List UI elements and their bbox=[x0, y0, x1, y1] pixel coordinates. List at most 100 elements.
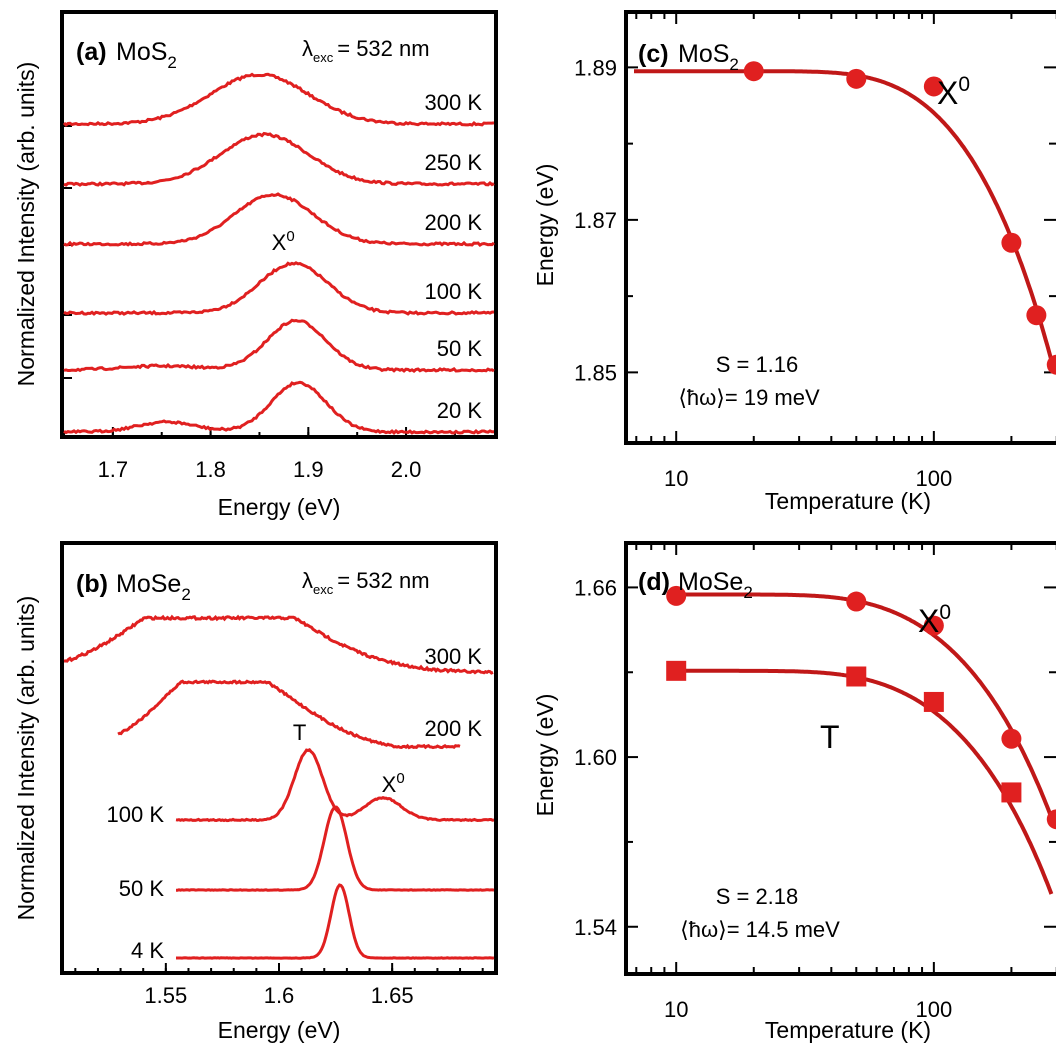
spectrum-100k bbox=[175, 747, 495, 823]
panel-a: 300 K 250 K 200 K 100 K 50 K 20 K (a) MoS2 λe… bbox=[13, 10, 498, 520]
panel-a-excitation: λexc = 532 nm bbox=[302, 36, 430, 65]
panel-a-frame bbox=[60, 10, 498, 439]
panel-c-series-label: X0 bbox=[937, 73, 970, 111]
temperature-label: 20 K bbox=[437, 398, 483, 423]
data-point-x bbox=[846, 68, 867, 89]
panel-d-frame bbox=[624, 541, 1056, 976]
temperature-label: 100 K bbox=[107, 802, 165, 827]
panel-c-ticks bbox=[626, 12, 1056, 443]
data-point-t bbox=[923, 691, 944, 712]
y-tick-label: 1.85 bbox=[574, 360, 617, 385]
panel-d-ticks bbox=[626, 543, 1056, 974]
temperature-label: 50 K bbox=[437, 336, 483, 361]
panel-a-label: (a) bbox=[76, 38, 107, 66]
panel-d-label: (d) bbox=[638, 568, 670, 596]
x-tick-label: 1.6 bbox=[264, 983, 295, 1008]
y-tick-label: 1.54 bbox=[574, 915, 617, 940]
data-point-x bbox=[846, 591, 867, 612]
panel-c-label: (c) bbox=[638, 40, 669, 68]
spectrum-100k bbox=[63, 261, 495, 316]
temperature-label: 300 K bbox=[425, 644, 483, 669]
temperature-label: 250 K bbox=[425, 150, 483, 175]
data-point-x bbox=[1001, 728, 1022, 749]
panel-c-s-value: S = 1.16 bbox=[716, 352, 799, 377]
data-point-x bbox=[923, 76, 944, 97]
fit-curve bbox=[676, 592, 1054, 819]
x-tick-label: 10 bbox=[664, 997, 688, 1022]
panel-a-x0-annotation: X0 bbox=[272, 228, 295, 255]
panel-c-x-tick-labels: 10 100 bbox=[664, 466, 952, 491]
panel-d-y-axis-label: Energy (eV) bbox=[532, 694, 558, 817]
data-point-x bbox=[1046, 354, 1056, 375]
panel-c-material: MoS2 bbox=[678, 40, 739, 74]
panel-c-y-tick-labels: 1.85 1.87 1.89 bbox=[574, 55, 617, 385]
temperature-label: 100 K bbox=[425, 279, 483, 304]
data-point-t bbox=[666, 660, 687, 681]
x-tick-label: 100 bbox=[915, 997, 952, 1022]
panel-b-ticks bbox=[74, 963, 484, 973]
x-tick-label: 10 bbox=[664, 466, 688, 491]
fit-curve bbox=[634, 69, 1054, 361]
spectrum-200k bbox=[63, 192, 495, 248]
y-tick-label: 1.87 bbox=[574, 208, 617, 233]
panel-a-traces: 300 K 250 K 200 K 100 K 50 K 20 K bbox=[62, 72, 495, 435]
data-point-x bbox=[1046, 809, 1056, 830]
spectrum-300k bbox=[63, 614, 494, 675]
panel-b-t-annotation: T bbox=[293, 720, 306, 745]
spectrum-50k bbox=[176, 805, 495, 892]
panel-b-material: MoSe2 bbox=[116, 570, 191, 604]
data-point-x bbox=[666, 585, 687, 606]
panel-b-label: (b) bbox=[76, 570, 108, 598]
panel-d-x0-series-label: X0 bbox=[918, 601, 951, 639]
x-tick-label: 1.8 bbox=[195, 457, 226, 482]
panel-d-x-axis-label: Temperature (K) bbox=[765, 1017, 931, 1043]
panel-b-x-tick-labels: 1.55 1.6 1.65 bbox=[144, 983, 413, 1008]
panel-b-frame bbox=[60, 541, 498, 975]
spectrum-200k bbox=[117, 679, 461, 750]
panel-c-hw-value: ⟨ħω⟩= 19 meV bbox=[678, 385, 820, 410]
data-point-x bbox=[743, 61, 764, 82]
panel-a-material: MoS2 bbox=[116, 38, 177, 72]
panel-d-s-value: S = 2.18 bbox=[716, 884, 799, 909]
panel-d-hw-value: ⟨ħω⟩= 14.5 meV bbox=[680, 917, 840, 942]
y-tick-label: 1.60 bbox=[574, 745, 617, 770]
panel-c-frame bbox=[624, 10, 1056, 445]
panel-d-x-tick-labels: 10 100 bbox=[664, 997, 952, 1022]
panel-c-plot bbox=[634, 61, 1056, 375]
panel-b-y-axis-label: Normalized Intensity (arb. units) bbox=[13, 596, 39, 921]
panel-c-y-axis-label: Energy (eV) bbox=[532, 164, 558, 287]
panel-d: (d) MoSe2 X0 T S = 2.18 ⟨ħω⟩= 14.5 meV 1… bbox=[532, 541, 1056, 1043]
y-tick-label: 1.66 bbox=[574, 575, 617, 600]
temperature-label: 4 K bbox=[131, 938, 164, 963]
temperature-label: 200 K bbox=[425, 210, 483, 235]
panel-a-x-tick-labels: 1.7 1.8 1.9 2.0 bbox=[98, 457, 422, 482]
data-point-x bbox=[1001, 232, 1022, 253]
data-point-t bbox=[846, 666, 867, 687]
panel-c-x-axis-label: Temperature (K) bbox=[765, 488, 931, 514]
panel-b-x-axis-label: Energy (eV) bbox=[218, 1017, 341, 1043]
x-tick-label: 1.65 bbox=[371, 983, 414, 1008]
spectrum-250k bbox=[63, 131, 495, 187]
panel-c: (c) MoS2 X0 S = 1.16 ⟨ħω⟩= 19 meV 1.851.… bbox=[532, 10, 1056, 514]
panel-b-x0-annotation: X0 bbox=[382, 770, 405, 797]
x-tick-label: 2.0 bbox=[391, 457, 422, 482]
spectrum-4k bbox=[176, 883, 495, 960]
y-tick-label: 1.89 bbox=[574, 55, 617, 80]
panel-a-x-axis-label: Energy (eV) bbox=[218, 494, 341, 520]
panel-d-plot bbox=[666, 585, 1056, 895]
data-point-t bbox=[1001, 782, 1022, 803]
x-tick-label: 1.9 bbox=[293, 457, 324, 482]
data-point-x bbox=[1026, 305, 1047, 326]
x-tick-label: 1.7 bbox=[98, 457, 129, 482]
panel-d-material: MoSe2 bbox=[678, 568, 753, 602]
data-point-x bbox=[923, 615, 944, 636]
x-tick-label: 100 bbox=[915, 466, 952, 491]
panel-a-y-axis-label: Normalized Intensity (arb. units) bbox=[13, 62, 39, 387]
panel-d-y-tick-labels: 1.54 1.60 1.66 bbox=[574, 575, 617, 939]
x-tick-label: 1.55 bbox=[144, 983, 187, 1008]
temperature-label: 300 K bbox=[425, 90, 483, 115]
spectrum-20k bbox=[63, 380, 494, 435]
panel-b-excitation: λexc = 532 nm bbox=[302, 568, 430, 597]
spectrum-50k bbox=[63, 318, 495, 373]
